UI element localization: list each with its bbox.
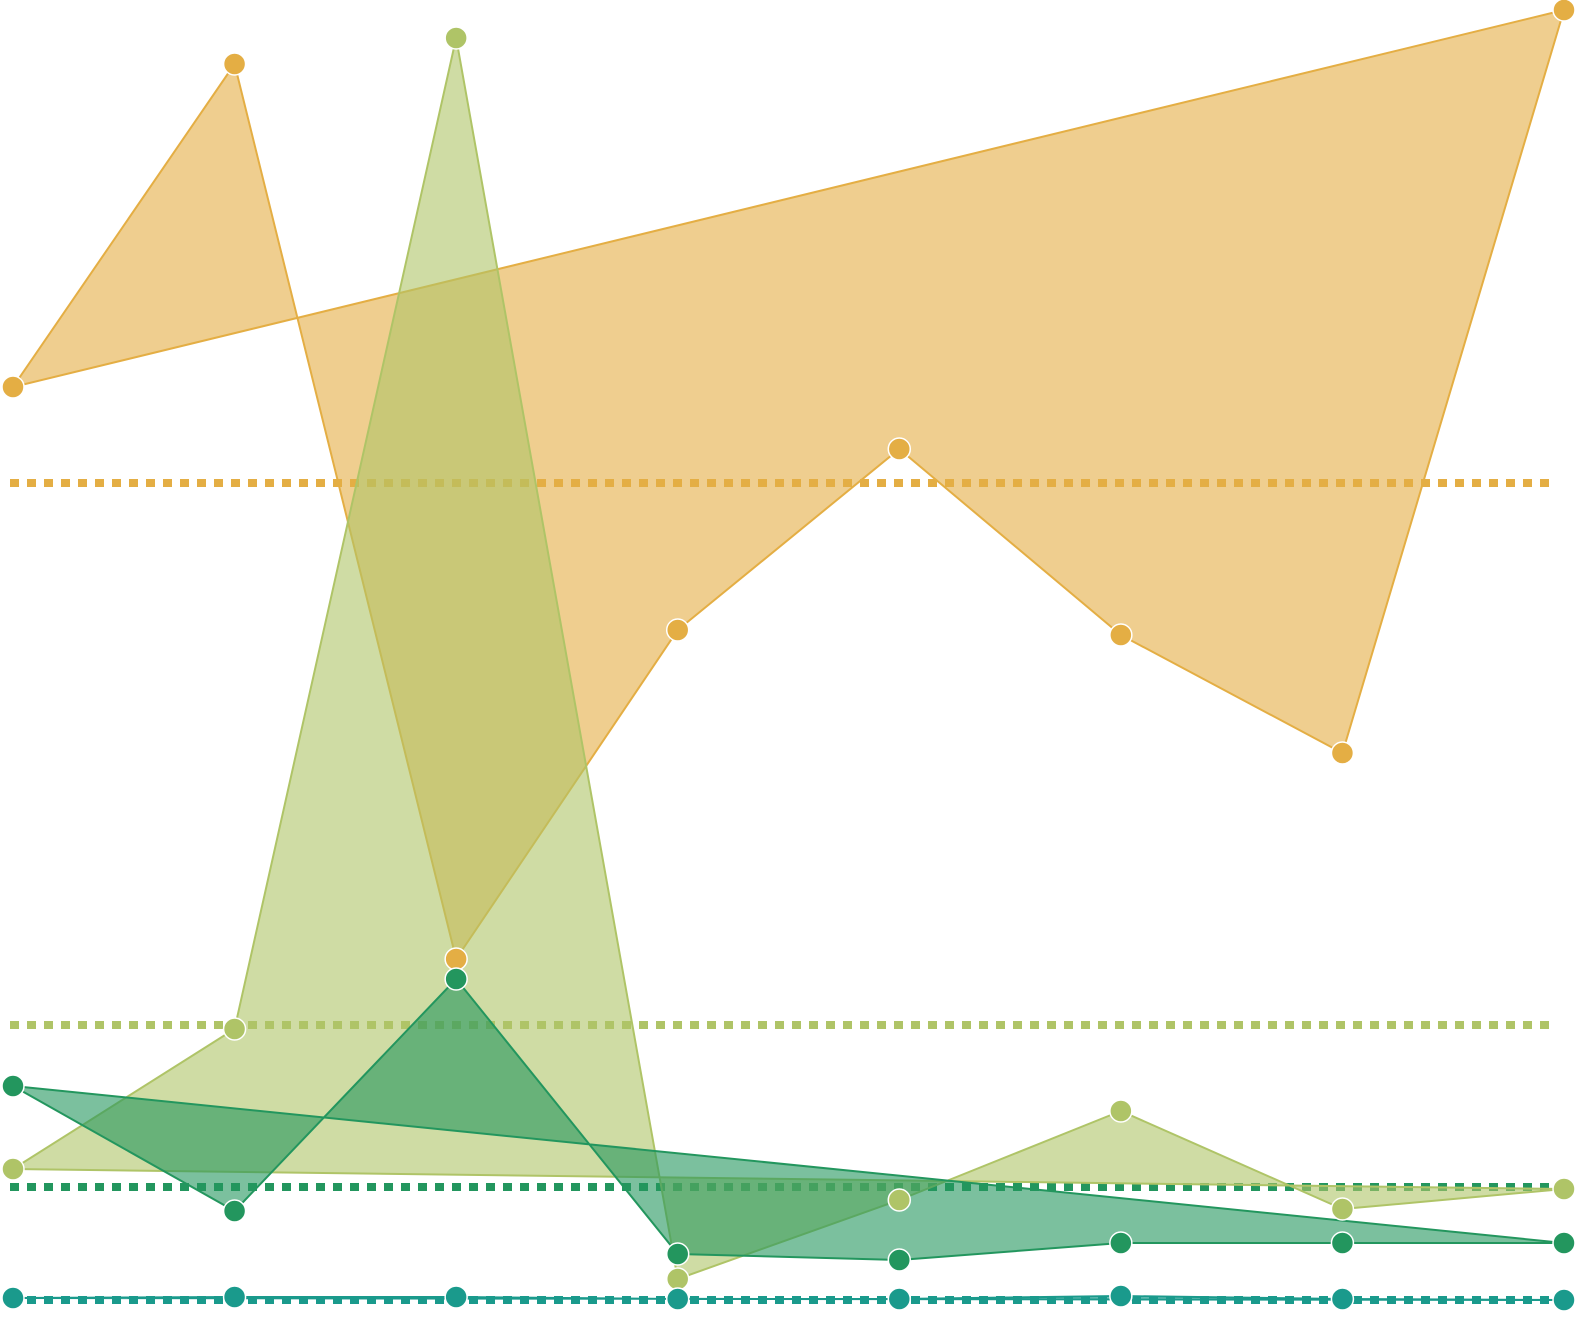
data-point-s2-6 [1109, 1099, 1133, 1123]
data-point-s1-1 [1, 375, 25, 399]
data-point-s2-7 [1330, 1197, 1355, 1221]
data-point-s1-8 [1552, 0, 1576, 22]
data-point-s1-7 [1330, 741, 1355, 765]
series-area-1 [12, 9, 1565, 960]
data-point-s1-4 [665, 618, 690, 642]
data-point-s4-4 [665, 1287, 690, 1311]
data-point-s1-2 [222, 52, 247, 76]
data-point-s2-5 [887, 1188, 912, 1212]
data-point-s2-3 [444, 26, 468, 50]
data-point-s4-1 [1, 1286, 25, 1310]
data-point-s4-3 [444, 1285, 468, 1309]
data-point-s3-7 [1330, 1231, 1355, 1255]
data-point-s3-2 [222, 1199, 247, 1223]
data-point-s1-3 [444, 947, 468, 971]
data-point-s2-4 [665, 1267, 690, 1291]
data-point-s3-1 [1, 1074, 25, 1098]
data-point-s1-6 [1109, 623, 1133, 647]
data-point-s2-8 [1552, 1177, 1576, 1201]
data-point-s4-7 [1330, 1287, 1355, 1311]
data-point-s3-8 [1552, 1231, 1576, 1255]
data-point-s3-3 [444, 967, 468, 991]
data-point-s4-6 [1109, 1284, 1133, 1308]
data-point-s3-4 [665, 1242, 690, 1266]
data-point-s4-8 [1552, 1288, 1576, 1312]
data-point-s3-5 [887, 1248, 912, 1272]
data-point-s1-5 [887, 437, 912, 461]
data-point-s4-5 [887, 1287, 912, 1311]
data-point-s3-6 [1109, 1231, 1133, 1255]
series-areas [12, 9, 1565, 1301]
data-point-s2-1 [1, 1157, 25, 1181]
data-point-s2-2 [222, 1017, 247, 1041]
data-point-s4-2 [222, 1285, 247, 1309]
